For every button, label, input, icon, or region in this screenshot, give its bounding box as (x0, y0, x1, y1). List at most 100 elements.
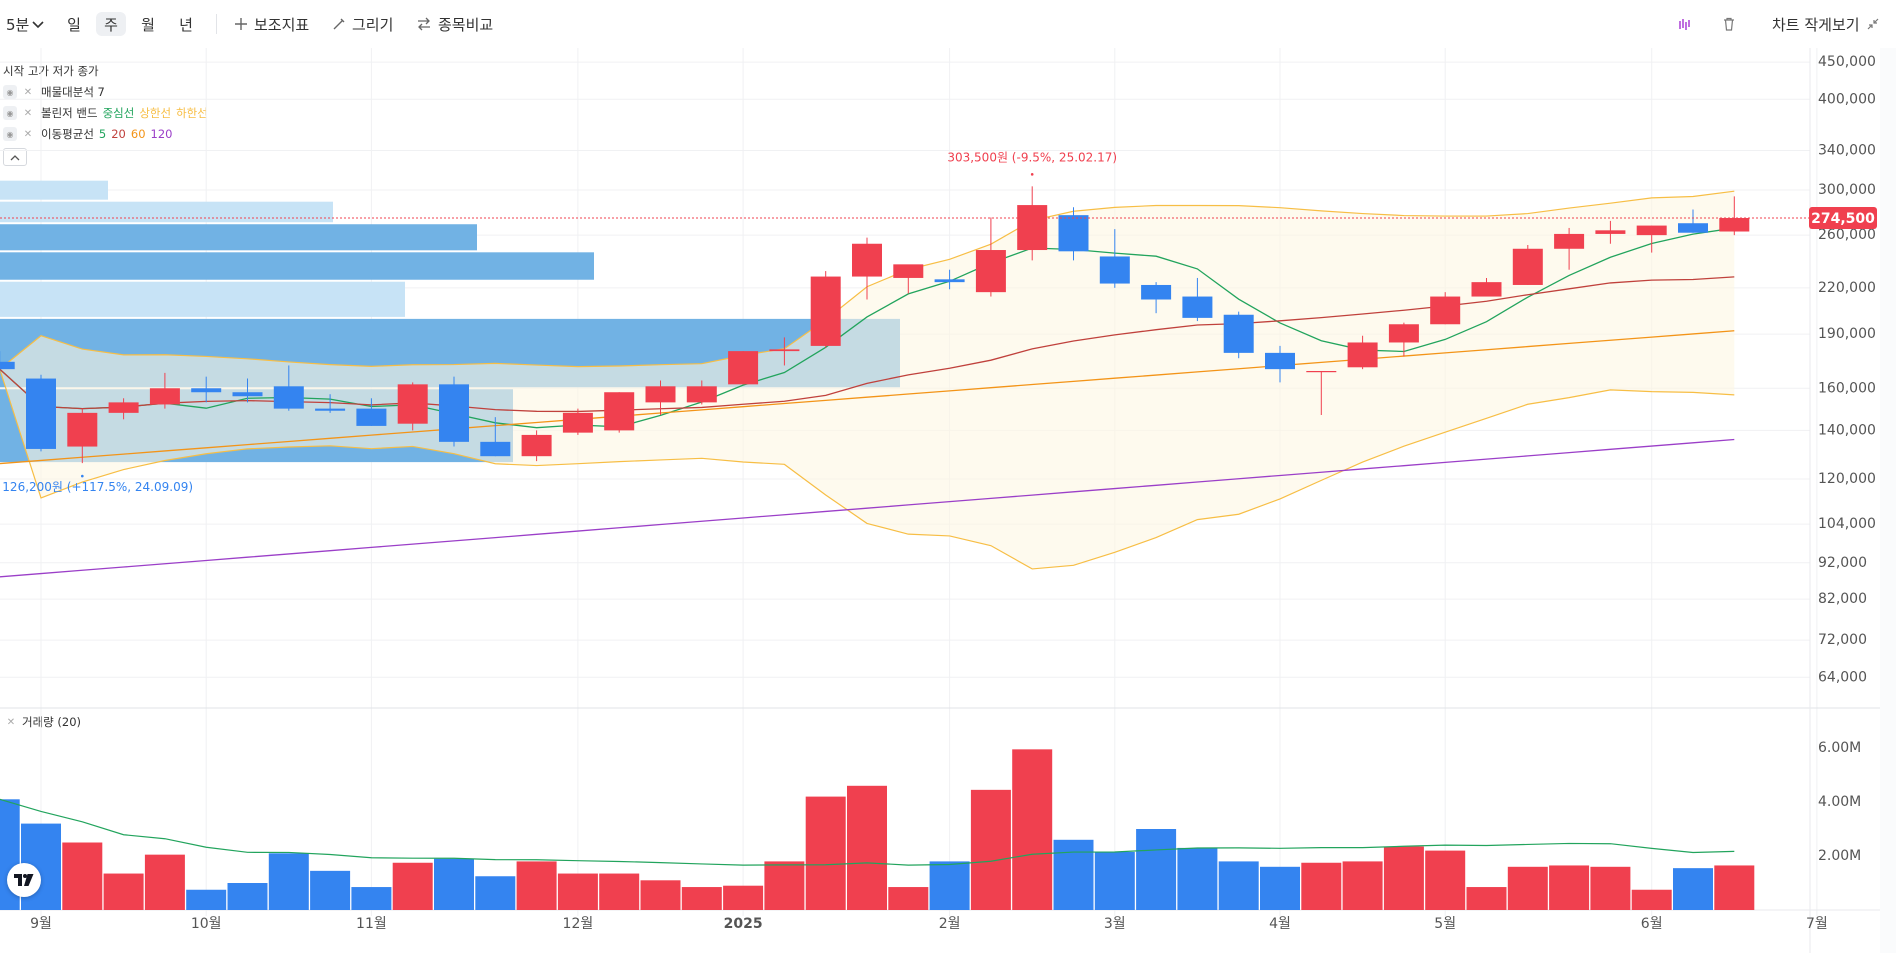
ma60-label: 60 (130, 127, 146, 141)
candle-body (975, 250, 1006, 293)
volume-bar (723, 885, 764, 910)
volume-bar (144, 854, 185, 910)
close-icon[interactable]: ✕ (23, 86, 33, 98)
candle-body (728, 351, 759, 385)
volume-ma-line (0, 798, 1735, 866)
pencil-icon (333, 18, 345, 30)
draw-button[interactable]: 그리기 (332, 0, 393, 48)
time-tick-label: 6월 (1641, 916, 1663, 932)
high-marker (1030, 173, 1034, 176)
candle-body (273, 386, 304, 409)
trash-icon[interactable] (1719, 14, 1739, 34)
high-annotation: 303,500원 (-9.5%, 25.02.17) (947, 150, 1117, 164)
collapse-legend-button[interactable] (3, 148, 27, 166)
candle-body (1430, 296, 1461, 325)
close-icon[interactable]: ✕ (23, 128, 33, 140)
volume-bar (1466, 887, 1507, 910)
period-week-label: 주 (104, 15, 118, 34)
candle-body (191, 388, 222, 393)
compare-button[interactable]: 종목비교 (416, 0, 493, 48)
volume-bar (1507, 866, 1548, 910)
candle-body (1471, 282, 1502, 297)
candle-body (1719, 218, 1750, 232)
volume-tick-label: 4.00M (1818, 794, 1861, 810)
eye-off-icon[interactable]: ◉ (3, 106, 17, 120)
volume-bar (1631, 889, 1672, 910)
period-week[interactable]: 주 (96, 12, 126, 36)
volume-bars (0, 749, 1755, 910)
collapse-icon (1867, 18, 1879, 30)
candle-body (1223, 314, 1254, 353)
time-tick-label: 9월 (30, 916, 52, 932)
candle-body (108, 402, 139, 413)
volume-bar (1425, 850, 1466, 910)
price-chart[interactable]: 64,000 72,000 82,000 92,000 104,000 120,000 14… (0, 48, 1896, 953)
volume-bar (640, 880, 681, 910)
volume-bar (268, 853, 309, 910)
candle-body (1388, 324, 1419, 343)
tradingview-logo[interactable] (7, 863, 41, 897)
bollinger-lower-label: 하한선 (176, 106, 208, 120)
volume-bar (847, 785, 887, 910)
candle-body (1595, 230, 1626, 234)
candle-body (562, 412, 593, 433)
candle-body (934, 279, 965, 283)
bollinger-legend: ◉ ✕ 볼린저 밴드 중심선 상한선 하한선 (0, 105, 208, 121)
period-day[interactable]: 일 (59, 12, 89, 36)
candle-body (480, 441, 511, 457)
volume-bar (186, 889, 227, 910)
time-tick-label: 5월 (1434, 916, 1456, 932)
volume-label: 거래량 (20) (22, 715, 82, 729)
candle-body (1512, 248, 1543, 285)
ma5-label: 5 (98, 127, 107, 141)
current-price-badge (1809, 207, 1877, 230)
candle-body (769, 349, 800, 352)
candle-body (397, 384, 428, 424)
annotations: 303,500원 (-9.5%, 25.02.17) 126,200원 (+117… (0, 150, 1877, 494)
chevron-up-icon (10, 154, 20, 160)
scroll-strip (1880, 48, 1896, 953)
price-tick-label: 120,000 (1818, 471, 1876, 487)
volume-bar (970, 789, 1011, 910)
price-tick-label: 64,000 (1818, 669, 1867, 685)
compare-label: 종목비교 (438, 15, 494, 34)
volume-bar (1012, 749, 1053, 910)
indicator-button[interactable]: 보조지표 (234, 0, 309, 48)
ma120-label: 120 (150, 127, 173, 141)
low-annotation: 126,200원 (+117.5%, 24.09.09) (2, 480, 193, 494)
period-day-label: 일 (67, 15, 81, 34)
period-year-label: 년 (179, 15, 193, 34)
price-tick-label: 340,000 (1818, 143, 1876, 159)
volume-bar (1714, 865, 1755, 910)
price-tick-label: 220,000 (1818, 280, 1876, 296)
bollinger-lower-line (0, 368, 1735, 570)
chart-type-icon[interactable] (1675, 14, 1695, 34)
volume-legend: ✕ 거래량 (20) (0, 714, 81, 730)
volume-bar (1053, 839, 1094, 910)
volume-bar (1342, 861, 1383, 910)
candle-body (1099, 256, 1130, 284)
period-month[interactable]: 월 (133, 12, 163, 36)
candle-body (893, 264, 924, 278)
close-icon[interactable]: ✕ (23, 107, 33, 119)
small-view-button[interactable]: 차트 작게보기 (1772, 0, 1886, 48)
volume-bar (1301, 862, 1342, 910)
candle-body (1306, 371, 1337, 373)
volume-bar (227, 883, 268, 910)
volume-bar (599, 873, 640, 910)
ohlc-legend-label: 시작 고가 저가 종가 (3, 64, 99, 78)
toolbar: 5분 일 주 월 년 보조지표 그리기 종목비교 차트 작게보기 (0, 0, 1896, 48)
ma-label: 이동평균선 (41, 127, 94, 141)
bollinger-mid-label: 중심선 (102, 106, 135, 120)
small-view-label: 차트 작게보기 (1772, 15, 1860, 34)
period-year[interactable]: 년 (171, 12, 201, 36)
axes: 64,000 72,000 82,000 92,000 104,000 120,000 14… (30, 54, 1876, 932)
candle-body (315, 408, 346, 411)
close-icon[interactable]: ✕ (6, 716, 16, 728)
eye-off-icon[interactable]: ◉ (3, 85, 17, 99)
volume-profile-label: 매물대분석 7 (41, 85, 105, 99)
interval-select[interactable]: 5분 (6, 0, 44, 48)
price-tick-label: 300,000 (1818, 182, 1876, 198)
candle-body (1141, 284, 1172, 300)
eye-off-icon[interactable]: ◉ (3, 127, 17, 141)
